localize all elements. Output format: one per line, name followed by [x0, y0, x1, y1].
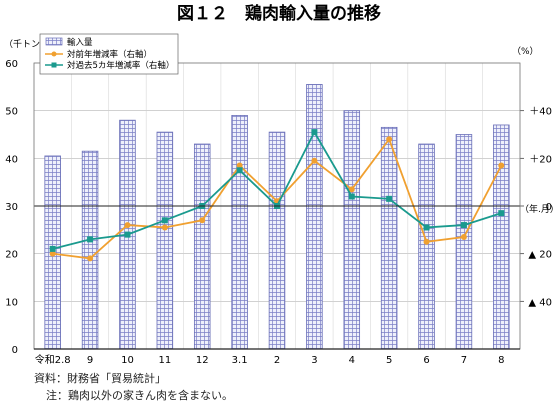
x-tick-label: 7 [461, 355, 467, 366]
right-tick-label: ▲ 20 [528, 250, 552, 261]
bar [343, 110, 361, 350]
series-point [423, 224, 430, 231]
x-tick-label: 9 [87, 355, 93, 366]
x-tick-label: 3 [311, 355, 317, 366]
series-point [124, 231, 131, 238]
series-point [348, 193, 355, 200]
right-tick-label: 0 [546, 202, 552, 213]
series-point [386, 136, 393, 143]
bar [268, 131, 286, 350]
right-tick-label: ＋40 [529, 107, 552, 118]
x-tick-label: 12 [196, 355, 209, 366]
footnote: 注：鶏肉以外の家きん肉を含まない。 [46, 389, 233, 402]
bar-series [44, 84, 510, 350]
left-tick-label: 60 [5, 59, 18, 70]
x-tick-label: 3.1 [232, 355, 248, 366]
x-tick-label: 4 [349, 355, 355, 366]
series-point [311, 129, 318, 136]
bar [455, 134, 473, 350]
legend-swatch-bar [45, 37, 63, 46]
bar [156, 131, 174, 350]
series-point [460, 233, 467, 240]
series-point [498, 162, 505, 169]
bar [193, 143, 211, 350]
chart-title: 図１２ 鶏肉輸入量の推移 [177, 3, 381, 24]
left-axis-unit: （千トン） [4, 39, 49, 50]
bar [231, 115, 248, 350]
legend-swatch-marker [51, 62, 57, 68]
legend-label: 対過去5カ年増減率（右軸） [67, 60, 174, 71]
series-point [498, 210, 505, 217]
legend-label: 輸入量 [67, 37, 93, 48]
left-tick-label: 20 [5, 250, 18, 261]
series-point [49, 250, 56, 257]
right-tick-label: ＋20 [529, 154, 552, 165]
series-point [161, 217, 168, 224]
x-tick-label: 令和2.8 [35, 353, 71, 366]
series-point [124, 222, 131, 229]
left-tick-label: 40 [5, 154, 18, 165]
series-point [87, 236, 94, 243]
series-point [423, 238, 430, 245]
left-tick-label: 50 [5, 107, 18, 118]
series-point [348, 186, 355, 193]
x-tick-label: 8 [498, 355, 504, 366]
x-axis-unit: （年.月） [520, 203, 558, 215]
legend-label: 対前年増減率（右軸） [67, 49, 152, 60]
axes: 0 10 20 30 40 50 60 ＋40 ＋20 0 ▲ 20 ▲ 40 令和2.8 9 10 11 12… [5, 59, 552, 366]
series-point [236, 162, 243, 169]
x-tick-label: 11 [158, 355, 171, 366]
bar [306, 84, 323, 350]
series-point [49, 245, 56, 252]
series-point [236, 167, 243, 174]
series-point [199, 217, 206, 224]
x-tick-label: 5 [386, 355, 392, 366]
series-point [311, 157, 318, 164]
bar [493, 124, 510, 350]
series-point [460, 222, 467, 229]
series-point [161, 224, 168, 231]
right-tick-label: ▲ 40 [528, 297, 552, 308]
left-tick-label: 30 [5, 202, 18, 213]
left-tick-label: 0 [12, 345, 18, 356]
right-axis-unit: （%） [512, 46, 539, 57]
bar [418, 143, 435, 350]
series-point [386, 195, 393, 202]
x-tick-label: 2 [274, 355, 280, 366]
bar [81, 150, 99, 350]
legend-swatch-marker [51, 51, 57, 57]
series-point [87, 255, 94, 262]
bar [380, 126, 398, 350]
source-note: 資料：財務省「貿易統計」 [34, 372, 166, 385]
x-tick-label: 10 [121, 355, 134, 366]
left-tick-label: 10 [5, 297, 18, 308]
x-tick-label: 6 [423, 355, 429, 366]
